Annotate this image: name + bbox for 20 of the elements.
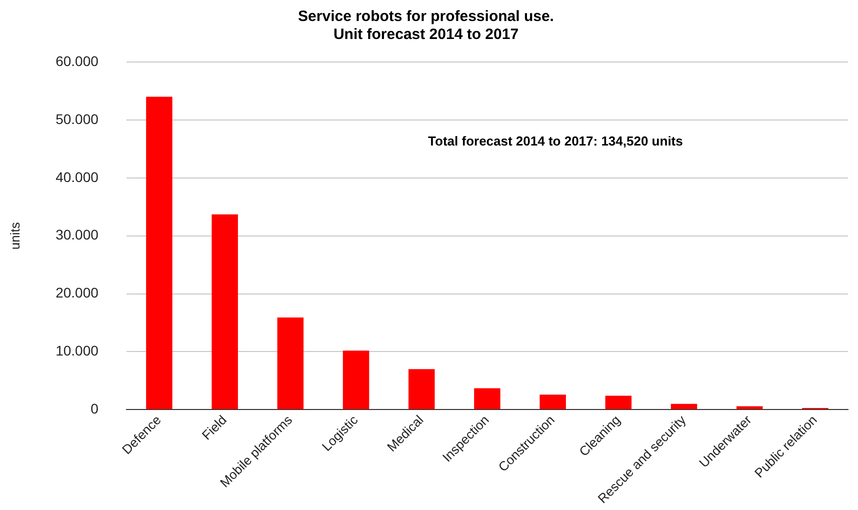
- bar: [277, 318, 304, 410]
- annotation: Total forecast 2014 to 2017: 134,520 units: [428, 134, 683, 149]
- bar: [736, 406, 763, 410]
- y-tick-label: 60.000: [56, 52, 99, 69]
- bar: [212, 214, 238, 410]
- y-tick-label: 50.000: [56, 110, 99, 127]
- y-tick-label: 0: [90, 400, 99, 417]
- bar: [146, 96, 172, 410]
- y-tick-label: 30.000: [56, 226, 99, 243]
- bar: [670, 404, 698, 410]
- y-tick-label: 10.000: [56, 342, 99, 359]
- bar: [342, 350, 370, 410]
- y-tick-label: 40.000: [56, 168, 99, 185]
- bar: [408, 369, 435, 410]
- y-axis-title: units: [7, 222, 22, 250]
- y-tick-label: 20.000: [56, 284, 99, 301]
- chart-title: Service robots for professional use. Unit forecast 2014 to 2017: [298, 8, 554, 44]
- bar: [540, 394, 566, 410]
- bar: [474, 388, 500, 410]
- bar: [605, 396, 632, 410]
